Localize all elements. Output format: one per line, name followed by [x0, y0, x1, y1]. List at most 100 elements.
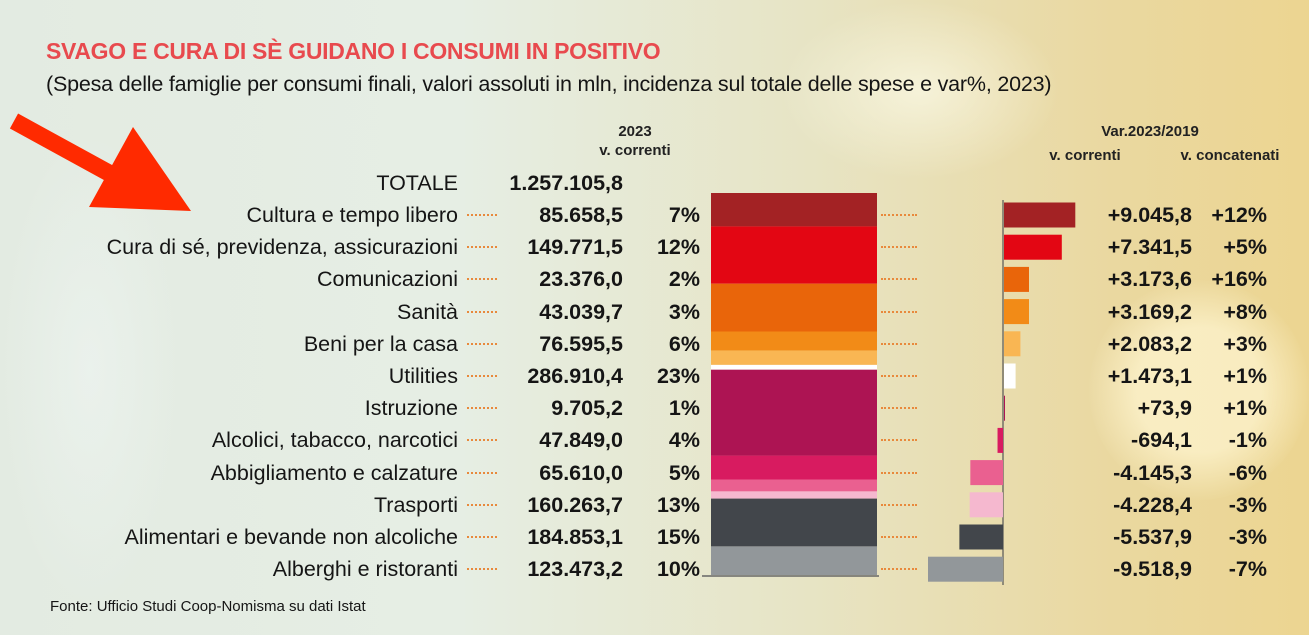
- dotted-leader: [467, 407, 497, 410]
- chart-subtitle: (Spesa delle famiglie per consumi finali…: [46, 72, 1052, 96]
- chart-title: SVAGO E CURA DI SÈ GUIDANO I CONSUMI IN …: [46, 38, 661, 64]
- row-var-concatenati: +16%: [1211, 267, 1267, 292]
- stacked-segment: [711, 455, 877, 480]
- variation-bar: [1004, 299, 1029, 325]
- stacked-segment: [711, 369, 877, 456]
- row-share: 12%: [656, 235, 700, 260]
- header-2023-correnti: v. correnti: [599, 142, 671, 159]
- row-share: 3%: [668, 299, 700, 324]
- row-label: Abbigliamento e calzature: [210, 460, 458, 485]
- red-arrow-shaft: [9, 113, 123, 186]
- source-note: Fonte: Ufficio Studi Coop-Nomisma su dat…: [50, 598, 366, 615]
- variation-bar: [928, 556, 1003, 582]
- row-value: 23.376,0: [539, 267, 623, 292]
- row-var-concatenati: -3%: [1228, 525, 1267, 549]
- dotted-leader: [467, 471, 497, 474]
- dotted-leader: [467, 246, 497, 249]
- row-var-concatenati: -7%: [1228, 557, 1267, 582]
- row-value: 47.849,0: [539, 428, 623, 453]
- stacked-segment: [711, 546, 877, 575]
- row-value: 149.771,5: [527, 235, 623, 260]
- variation-bar: [969, 492, 1003, 518]
- dotted-leader: [881, 310, 917, 313]
- row-label: Istruzione: [364, 396, 458, 421]
- row-share: 10%: [656, 557, 700, 582]
- stacked-bar: [702, 193, 879, 577]
- row-value: 184.853,1: [527, 525, 623, 549]
- row-var-correnti: +3.173,6: [1107, 267, 1192, 292]
- row-label: Comunicazioni: [316, 267, 458, 292]
- total-label: TOTALE: [376, 171, 458, 195]
- row-var-concatenati: +5%: [1223, 235, 1267, 260]
- row-label: Alberghi e ristoranti: [272, 557, 458, 582]
- row-share: 23%: [656, 364, 700, 388]
- header-var-concatenati: v. concatenati: [1180, 147, 1280, 164]
- row-var-correnti: -5.537,9: [1113, 525, 1192, 549]
- stacked-segment: [711, 479, 877, 492]
- variation-bar: [1004, 202, 1076, 228]
- row-label: Utilities: [388, 364, 458, 388]
- variation-bars: [928, 200, 1076, 585]
- row-value: 85.658,5: [539, 203, 623, 227]
- variation-bar: [1004, 234, 1062, 260]
- row-value: 286.910,4: [527, 364, 623, 388]
- dotted-leader: [881, 375, 917, 377]
- stacked-segment: [711, 491, 877, 499]
- red-arrow-head: [89, 127, 191, 211]
- stacked-segment: [711, 350, 877, 365]
- row-share: 2%: [668, 267, 700, 292]
- row-label: Alcolici, tabacco, narcotici: [211, 428, 458, 453]
- dotted-leader: [467, 375, 497, 377]
- row-share: 1%: [668, 396, 700, 421]
- variation-bar: [1004, 395, 1005, 421]
- row-label: Trasporti: [373, 492, 458, 517]
- dotted-leader: [881, 278, 917, 281]
- stacked-segment: [711, 331, 877, 351]
- row-var-concatenati: +3%: [1223, 331, 1267, 356]
- total-value: 1.257.105,8: [509, 171, 623, 195]
- header-var-title: Var.2023/2019: [1101, 123, 1199, 140]
- row-var-correnti: +7.341,5: [1107, 235, 1192, 260]
- row-var-concatenati: +12%: [1211, 203, 1267, 227]
- dotted-leader: [467, 536, 497, 538]
- stacked-segment: [711, 283, 877, 332]
- row-label: Cultura e tempo libero: [246, 203, 458, 227]
- header-var-correnti: v. correnti: [1049, 147, 1121, 164]
- dotted-leader: [881, 471, 917, 474]
- row-label: Sanità: [397, 299, 458, 324]
- row-share: 15%: [656, 525, 700, 549]
- row-share: 4%: [668, 428, 700, 453]
- row-var-correnti: +9.045,8: [1107, 203, 1192, 227]
- variation-bar: [970, 460, 1004, 486]
- row-label: Alimentari e bevande non alcoliche: [124, 525, 458, 549]
- row-var-concatenati: +8%: [1223, 299, 1267, 324]
- dotted-leader: [881, 246, 917, 249]
- row-var-correnti: -4.145,3: [1113, 460, 1192, 485]
- row-share: 7%: [668, 203, 700, 227]
- row-value: 43.039,7: [539, 299, 623, 324]
- dotted-leader: [881, 342, 917, 345]
- dotted-leader: [467, 568, 497, 571]
- stacked-segment: [711, 226, 877, 284]
- variation-bar: [959, 524, 1003, 550]
- dotted-leader: [467, 310, 497, 313]
- row-value: 76.595,5: [539, 331, 623, 356]
- dotted-leader: [881, 439, 917, 442]
- row-var-concatenati: -3%: [1228, 492, 1267, 517]
- row-var-correnti: +2.083,2: [1107, 331, 1192, 356]
- stacked-segment: [711, 193, 877, 227]
- stacked-segment: [711, 498, 877, 547]
- dotted-leader: [467, 439, 497, 442]
- row-label: Cura di sé, previdenza, assicurazioni: [106, 235, 458, 260]
- variation-bar: [1004, 266, 1029, 292]
- row-var-correnti: +3.169,2: [1107, 299, 1192, 324]
- row-share: 6%: [668, 331, 700, 356]
- row-share: 13%: [656, 492, 700, 517]
- row-var-correnti: -9.518,9: [1113, 557, 1192, 582]
- row-value: 65.610,0: [539, 460, 623, 485]
- variation-bar: [1004, 363, 1016, 389]
- red-arrow-icon: [9, 113, 191, 211]
- dotted-leader: [881, 536, 917, 538]
- row-var-correnti: +73,9: [1137, 396, 1192, 421]
- dotted-leader: [881, 214, 917, 216]
